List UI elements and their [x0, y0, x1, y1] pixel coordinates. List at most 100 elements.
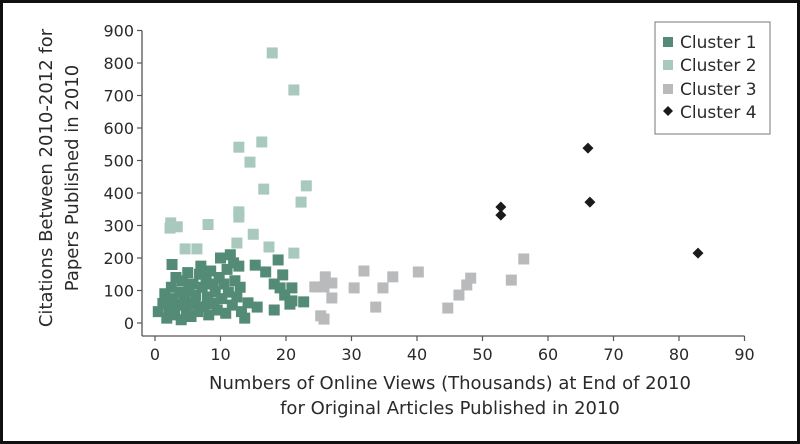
square-point — [177, 275, 189, 287]
square-point — [164, 222, 176, 234]
square-point — [192, 306, 204, 318]
square-point — [233, 211, 245, 223]
diamond-point — [495, 201, 507, 213]
square-point — [165, 281, 177, 293]
square-point — [170, 272, 182, 283]
axes — [141, 30, 745, 337]
square-point — [239, 312, 251, 324]
square-point — [279, 289, 291, 301]
legend-box — [654, 21, 771, 135]
square-point — [172, 299, 184, 311]
x-tick-label: 80 — [669, 345, 689, 364]
square-point — [171, 221, 183, 233]
y-axis-title: Citations Between 2010-2012 for Papers P… — [36, 28, 83, 327]
square-point — [348, 282, 360, 294]
y-tick-label: 300 — [103, 217, 134, 236]
legend-item-cluster-4: Cluster 4 — [663, 103, 757, 123]
diamond-point — [692, 247, 704, 259]
y-tick-label: 700 — [103, 87, 134, 106]
square-point — [211, 304, 223, 316]
square-point — [191, 243, 203, 255]
legend: Cluster 1 Cluster 2 Cluster 3 Cluster 4 — [654, 21, 771, 135]
x-axis-title-line-2: for Original Articles Published in 2010 — [280, 398, 620, 419]
square-marker-icon — [663, 60, 673, 70]
series-cluster-1 — [152, 249, 310, 326]
square-point — [222, 286, 234, 298]
square-point — [216, 293, 228, 305]
x-axis-ticks: 0 10 20 30 40 50 60 70 80 90 — [150, 336, 755, 364]
square-point — [201, 291, 213, 303]
square-point — [174, 286, 186, 298]
y-tick-label: 200 — [103, 249, 134, 268]
square-point — [207, 278, 219, 290]
square-point — [465, 272, 477, 284]
diamond-marker-icon — [663, 106, 673, 116]
legend-item-cluster-2: Cluster 2 — [663, 56, 757, 76]
square-point — [163, 302, 175, 314]
square-point — [318, 281, 330, 293]
square-marker-icon — [663, 37, 673, 47]
x-tick-label: 50 — [472, 345, 492, 364]
y-axis-ticks: 0 100 200 300 400 500 600 700 800 900 — [103, 22, 142, 333]
y-tick-label: 600 — [103, 119, 134, 138]
x-tick-label: 70 — [603, 345, 623, 364]
x-tick-label: 60 — [538, 345, 558, 364]
square-point — [229, 275, 241, 287]
square-point — [251, 301, 263, 313]
square-point — [209, 286, 221, 298]
legend-label: Cluster 1 — [680, 33, 757, 53]
series-cluster-4 — [495, 142, 704, 259]
x-tick-label: 30 — [341, 345, 361, 364]
square-point — [288, 247, 300, 259]
square-point — [196, 281, 208, 293]
square-point — [220, 307, 232, 319]
square-point — [159, 288, 171, 300]
x-tick-label: 40 — [407, 345, 427, 364]
square-point — [203, 309, 215, 321]
square-point — [235, 306, 247, 318]
y-tick-label: 0 — [124, 314, 134, 333]
square-point — [247, 228, 259, 240]
diamond-point — [584, 196, 596, 208]
series-cluster-2 — [164, 47, 312, 259]
square-point — [286, 295, 298, 307]
square-point — [183, 285, 195, 296]
square-point — [152, 306, 164, 318]
square-point — [226, 299, 238, 311]
square-point — [224, 249, 236, 261]
square-point — [256, 136, 268, 148]
y-axis-title-line-2: Papers Published in 2010 — [62, 65, 83, 291]
square-point — [268, 304, 280, 316]
y-tick-label: 500 — [103, 152, 134, 171]
square-point — [231, 237, 243, 249]
square-point — [169, 309, 181, 321]
square-point — [288, 84, 300, 96]
square-point — [268, 278, 280, 290]
square-point — [298, 296, 310, 308]
square-point — [277, 269, 289, 281]
square-point — [274, 282, 286, 294]
square-point — [166, 259, 178, 270]
square-point — [202, 219, 214, 231]
square-point — [231, 291, 243, 303]
square-point — [205, 265, 217, 277]
y-tick-label: 900 — [103, 22, 134, 41]
square-point — [387, 271, 399, 283]
square-point — [244, 156, 256, 168]
legend-label: Cluster 3 — [680, 80, 757, 100]
legend-item-cluster-1: Cluster 1 — [663, 33, 757, 53]
data-points — [152, 47, 704, 326]
square-point — [187, 278, 199, 290]
y-tick-label: 400 — [103, 184, 134, 203]
square-point — [412, 266, 424, 278]
legend-item-cluster-3: Cluster 3 — [663, 80, 757, 100]
square-point — [260, 266, 272, 278]
square-point — [215, 252, 226, 264]
square-point — [242, 297, 254, 309]
square-point — [178, 294, 190, 306]
x-tick-label: 90 — [734, 345, 754, 364]
square-point — [518, 253, 530, 265]
x-tick-label: 10 — [210, 345, 230, 364]
square-point — [194, 268, 206, 280]
square-marker-icon — [663, 84, 673, 94]
